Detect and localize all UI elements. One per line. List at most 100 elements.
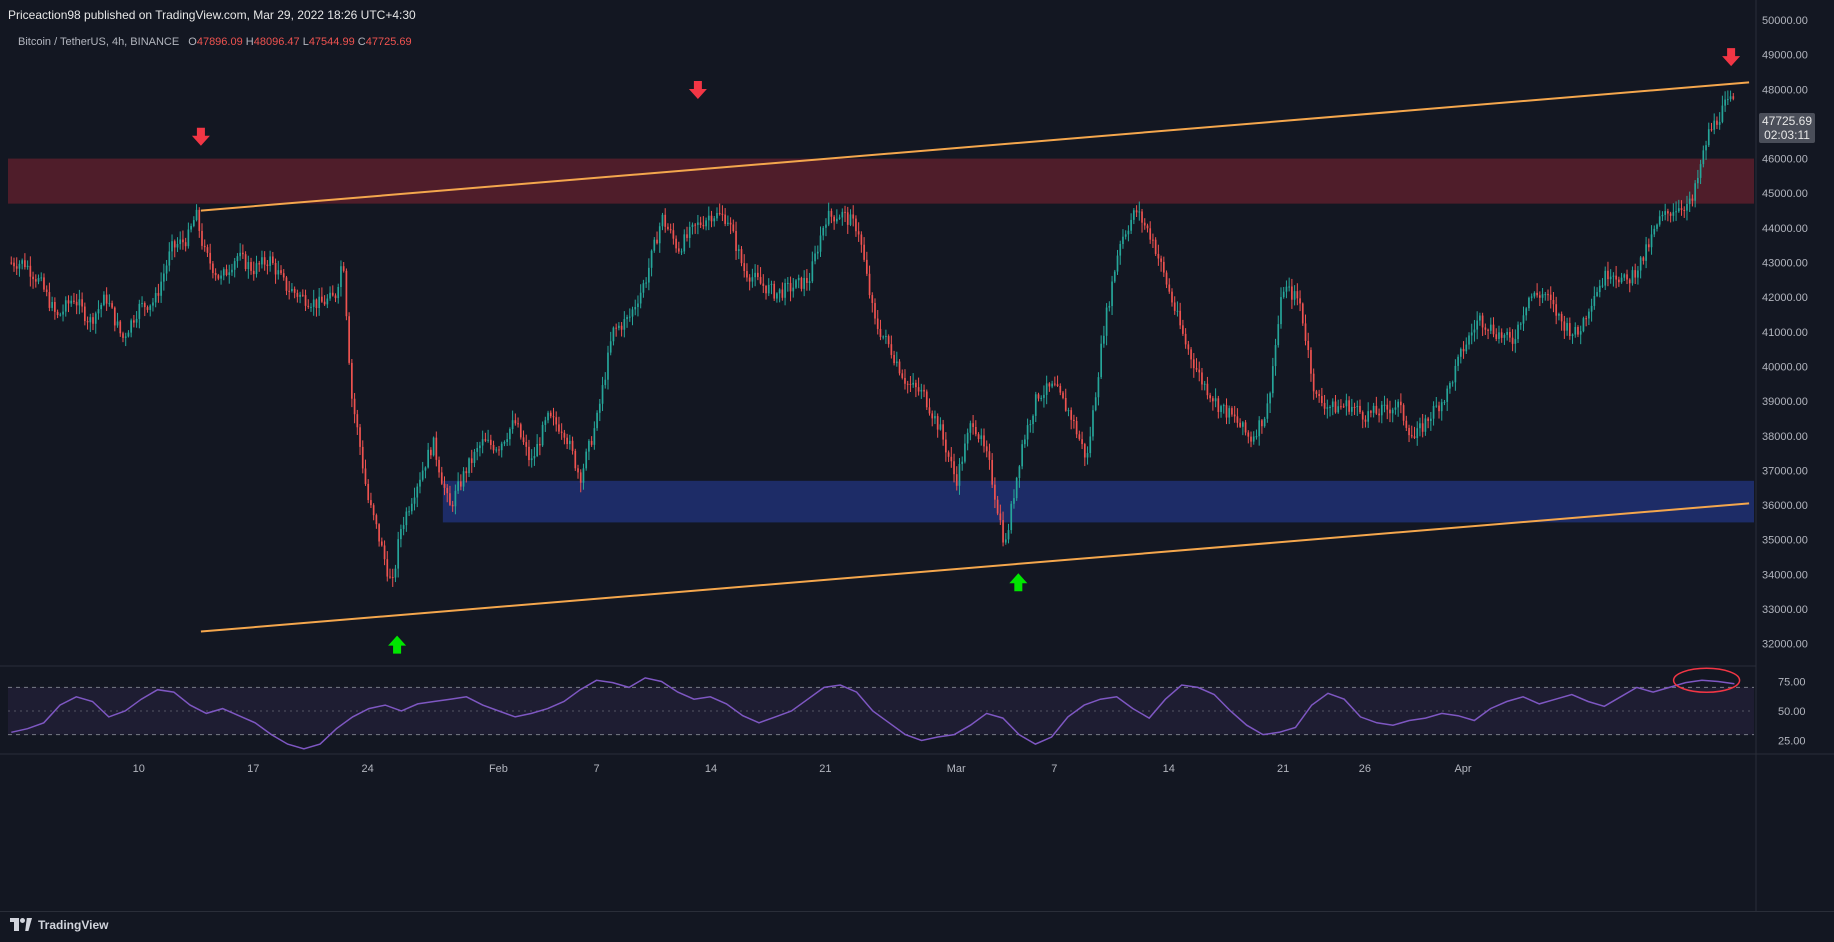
candle-body xyxy=(26,265,29,268)
candle-body xyxy=(702,224,705,227)
candle-body xyxy=(958,463,961,486)
candles-layer xyxy=(10,90,1735,587)
candle-body xyxy=(1724,99,1726,106)
candle-body xyxy=(724,214,726,224)
candle-body xyxy=(966,432,969,444)
candle-body xyxy=(1525,308,1528,316)
candle-body xyxy=(1056,384,1059,386)
candle-body xyxy=(1124,234,1127,237)
candle-body xyxy=(923,389,925,392)
price-tick-label: 32000.00 xyxy=(1762,639,1808,651)
candle-body xyxy=(980,435,983,440)
candle-body xyxy=(1160,258,1162,262)
candle-body xyxy=(800,277,803,289)
candle-body xyxy=(375,515,378,525)
candle-body xyxy=(1002,520,1004,543)
candle-body xyxy=(588,440,590,452)
candle-body xyxy=(1086,453,1089,458)
candle-body xyxy=(770,283,773,285)
candle-body xyxy=(143,303,146,308)
time-tick-label: 21 xyxy=(819,763,831,775)
candle-body xyxy=(367,483,370,501)
candle-body xyxy=(528,446,530,461)
candle-body xyxy=(737,249,740,252)
candle-body xyxy=(1688,198,1691,204)
candle-body xyxy=(1457,356,1459,366)
candle-body xyxy=(1217,398,1220,412)
candle-body xyxy=(522,437,525,443)
candle-body xyxy=(427,449,429,468)
candle-body xyxy=(1331,401,1334,407)
candle-body xyxy=(593,428,596,445)
candle-body xyxy=(323,301,326,305)
price-tick-label: 37000.00 xyxy=(1762,465,1808,477)
candle-body xyxy=(1552,300,1555,305)
time-tick-label: 7 xyxy=(1051,763,1057,775)
candle-body xyxy=(781,289,784,298)
candle-body xyxy=(642,283,645,293)
candle-body xyxy=(187,229,190,247)
candle-body xyxy=(1231,408,1233,415)
candle-body xyxy=(15,266,18,269)
candle-body xyxy=(555,417,558,425)
candle-body xyxy=(70,300,73,304)
candle-body xyxy=(470,458,473,463)
candle-body xyxy=(920,389,923,392)
candle-body xyxy=(1271,366,1274,394)
candle-body xyxy=(509,429,511,440)
candle-body xyxy=(849,214,852,225)
candle-body xyxy=(1043,394,1045,398)
candle-body xyxy=(879,328,882,337)
candle-body xyxy=(833,216,835,222)
candle-body xyxy=(1424,418,1427,432)
candle-body xyxy=(184,242,187,247)
candle-body xyxy=(1596,292,1598,297)
candle-body xyxy=(1419,423,1421,429)
candle-body xyxy=(1716,120,1718,125)
candle-body xyxy=(1220,406,1222,412)
candle-body xyxy=(514,420,517,424)
rsi-pane: 25.00 50.00 75.00 xyxy=(8,667,1806,750)
bar-countdown: 02:03:11 xyxy=(1764,128,1810,142)
price-tick-label: 40000.00 xyxy=(1762,361,1808,373)
candle-body xyxy=(721,213,724,215)
candle-body xyxy=(1440,402,1443,412)
candle-body xyxy=(1307,340,1310,351)
candle-body xyxy=(767,284,770,294)
candle-body xyxy=(1410,435,1413,437)
candle-body xyxy=(574,450,577,469)
candle-body xyxy=(168,251,171,266)
candle-body xyxy=(1571,334,1574,337)
candle-body xyxy=(620,325,623,330)
candle-body xyxy=(1340,406,1342,408)
candle-body xyxy=(1097,377,1100,398)
tradingview-brand[interactable]: TradingView xyxy=(10,918,108,932)
candle-body xyxy=(609,341,612,353)
candle-body xyxy=(247,262,250,270)
candle-body xyxy=(1222,405,1225,407)
candle-body xyxy=(1661,214,1664,217)
candle-body xyxy=(1081,439,1083,445)
candle-body xyxy=(1465,344,1468,352)
candle-body xyxy=(261,257,263,265)
candle-body xyxy=(113,307,116,326)
candle-body xyxy=(1691,198,1694,201)
candle-body xyxy=(370,500,372,506)
candle-body xyxy=(1430,418,1432,421)
candle-body xyxy=(577,468,579,473)
candle-body xyxy=(1187,344,1190,350)
symbol-label[interactable]: Bitcoin / TetherUS, 4h, BINANCE xyxy=(18,36,180,48)
candle-body xyxy=(1656,224,1658,229)
candle-body xyxy=(1094,397,1097,411)
candle-body xyxy=(1577,326,1579,335)
candle-body xyxy=(206,247,209,253)
candle-body xyxy=(806,278,808,283)
candle-body xyxy=(762,283,765,286)
candle-body xyxy=(803,278,806,289)
candle-body xyxy=(825,224,827,228)
candle-body xyxy=(263,257,266,265)
candle-body xyxy=(827,210,830,225)
candle-body xyxy=(697,222,699,225)
candle-body xyxy=(157,293,160,296)
low-value: 47544.99 xyxy=(308,36,355,48)
